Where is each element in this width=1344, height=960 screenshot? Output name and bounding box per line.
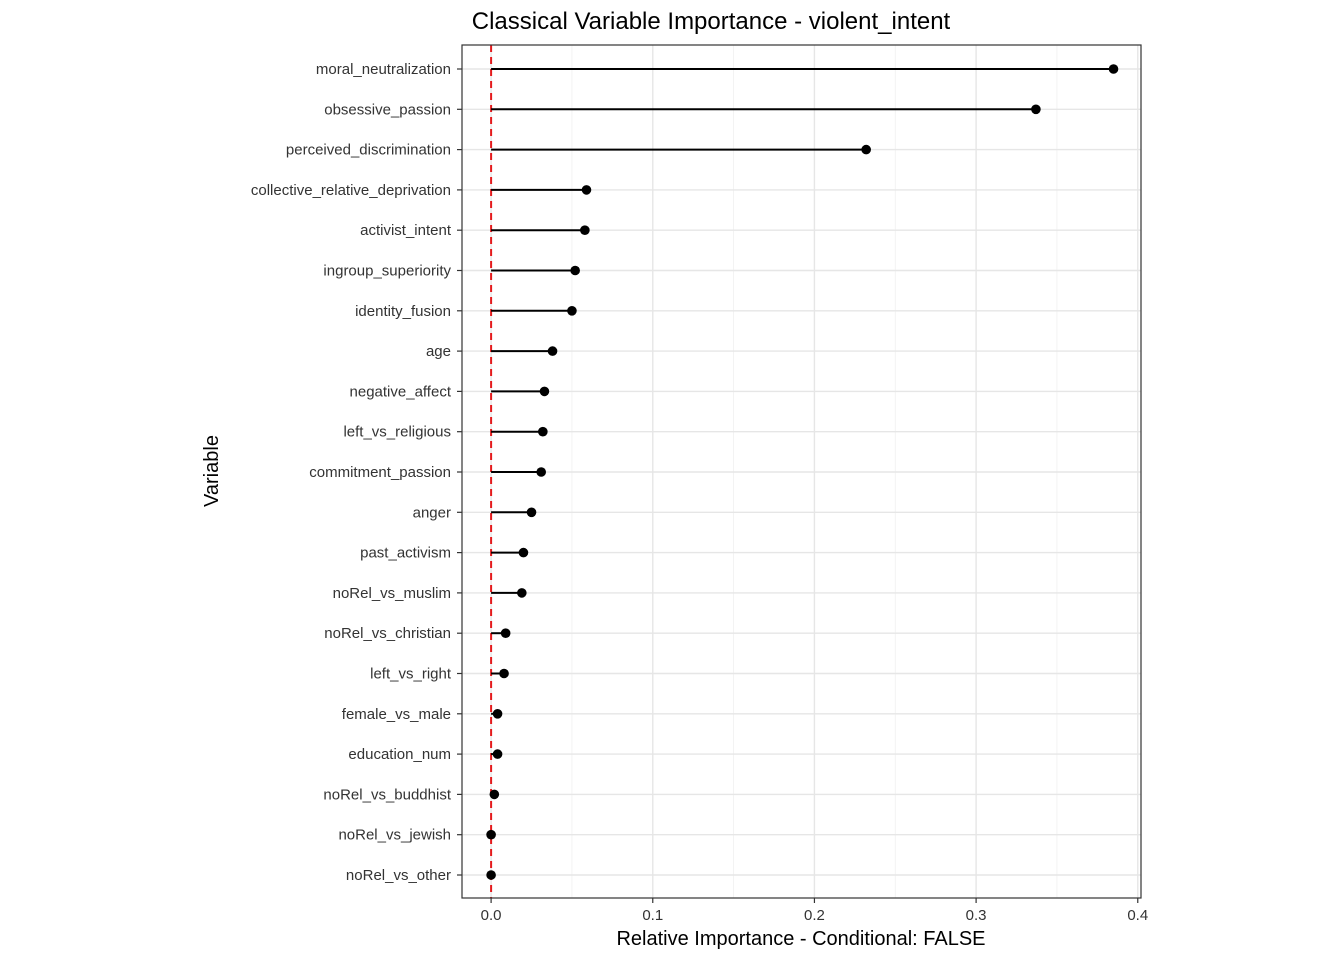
y-tick-label-past_activism: past_activism (360, 545, 451, 562)
y-axis-title: Variable (201, 435, 223, 507)
lollipop-point-noRel_vs_muslim (517, 588, 527, 598)
stems (491, 68, 1114, 796)
y-tick-label-noRel_vs_jewish: noRel_vs_jewish (338, 827, 451, 844)
x-tick-label: 0.3 (966, 907, 987, 924)
y-tick-label-noRel_vs_christian: noRel_vs_christian (324, 625, 451, 642)
x-axis-title: Relative Importance - Conditional: FALSE (616, 928, 985, 950)
y-tick-label-education_num: education_num (348, 746, 451, 763)
lollipop-point-noRel_vs_other (486, 870, 496, 880)
y-tick-label-noRel_vs_buddhist: noRel_vs_buddhist (323, 786, 451, 803)
y-axis: moral_neutralization obsessive_passionper… (251, 61, 462, 884)
x-tick-label: 0.0 (481, 907, 502, 924)
lollipop-point-noRel_vs_buddhist (489, 789, 500, 800)
y-tick-label-female_vs_male: female_vs_male (342, 706, 451, 723)
lollipop-point-perceived_discrimination (861, 144, 871, 155)
lollipop-point-collective_relative_deprivation (581, 185, 592, 195)
lollipop-point-moral_neutralization (1108, 64, 1119, 74)
lollipop-point-noRel_vs_jewish (486, 829, 496, 840)
y-tick-label-commitment_passion: commitment_passion (309, 464, 451, 481)
chart-title: Classical Variable Importance - violent_… (472, 8, 951, 35)
lollipop-point-activist_intent (580, 225, 590, 235)
x-tick-label: 0.1 (642, 907, 663, 924)
lollipop-point-identity_fusion (567, 306, 577, 316)
y-tick-label-collective_relative_deprivation: collective_relative_deprivation (251, 182, 451, 199)
lollipop-point-anger (526, 507, 537, 518)
y-tick-label-obsessive_passion: obsessive_passion (324, 101, 451, 118)
lollipop-point-left_vs_religious (538, 426, 548, 437)
y-tick-label-anger: anger (413, 504, 451, 521)
points (486, 64, 1119, 880)
y-tick-label-noRel_vs_muslim: noRel_vs_muslim (333, 585, 451, 602)
lollipop-point-education_num (492, 749, 503, 759)
y-tick-label-noRel_vs_other: noRel_vs_other (346, 867, 451, 884)
x-axis: 0.0 0.1 0.2 0.3 0.4 (481, 898, 1148, 924)
lollipop-point-commitment_passion (536, 467, 547, 477)
x-tick-label: 0.2 (804, 907, 825, 924)
lollipop-point-left_vs_right (499, 668, 509, 679)
lollipop-point-age (547, 346, 558, 356)
y-tick-label-left_vs_right: left_vs_right (370, 666, 452, 683)
plot-panel (461, 44, 1142, 899)
y-tick-label-perceived_discrimination: perceived_discrimination (286, 142, 451, 159)
y-tick-label-age: age (426, 343, 451, 360)
x-tick-label: 0.4 (1127, 907, 1148, 924)
lollipop-point-past_activism (518, 547, 529, 558)
y-tick-label-ingroup_superiority: ingroup_superiority (323, 263, 451, 280)
lollipop-point-female_vs_male (492, 709, 503, 719)
lollipop-point-negative_affect (539, 386, 550, 397)
y-tick-label-left_vs_religious: left_vs_religious (343, 424, 451, 441)
y-tick-label-identity_fusion: identity_fusion (355, 303, 451, 320)
lollipop-point-obsessive_passion (1031, 104, 1041, 115)
lollipop-point-ingroup_superiority (570, 265, 580, 276)
y-tick-label-negative_affect: negative_affect (350, 383, 452, 400)
lollipop-point-noRel_vs_christian (500, 628, 511, 638)
y-tick-label-moral_neutralization: moral_neutralization (316, 61, 451, 78)
y-tick-label-activist_intent: activist_intent (360, 222, 452, 239)
